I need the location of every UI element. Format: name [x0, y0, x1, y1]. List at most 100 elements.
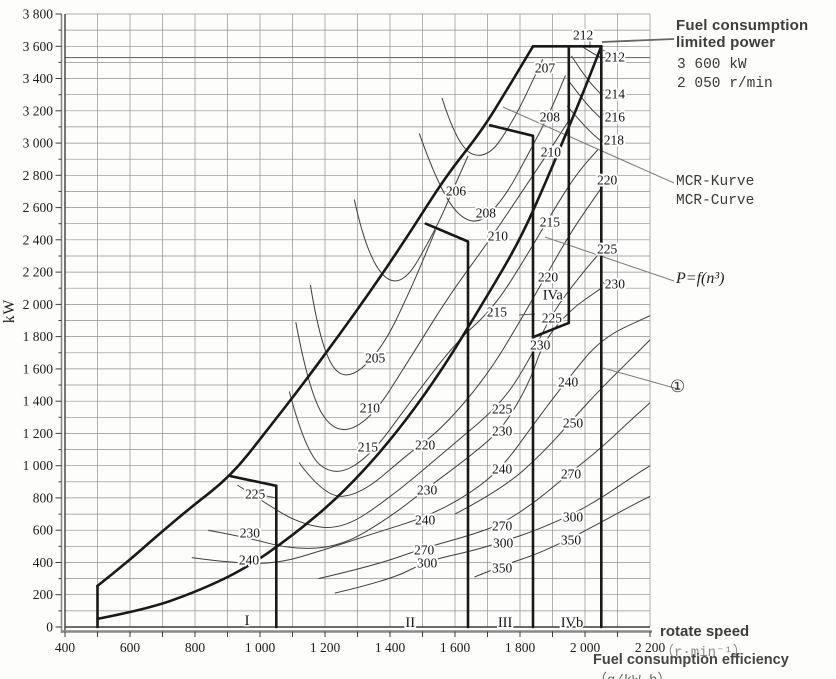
mcr-envelope-curve	[96, 45, 535, 588]
annotation-propeller-law: P=f(n³)	[676, 270, 725, 287]
zone2-boundary	[424, 222, 470, 629]
x-axis-subtitle-text: Fuel consumption efficiency	[593, 652, 789, 668]
x-tick-label: 800	[185, 640, 206, 655]
zone3-boundary	[488, 124, 535, 629]
zone-label-IVb: IVb	[561, 615, 584, 631]
y-tick-label: 1 200	[23, 426, 54, 441]
contour-label-300: 300	[563, 510, 584, 525]
contour-label-270: 270	[561, 467, 582, 482]
leader-line	[602, 246, 612, 250]
mcr-kurve-label: MCR-Kurve	[676, 174, 755, 190]
contour-label-240: 240	[415, 513, 436, 528]
x-axis-subtitle-unit: （g/kW h）	[593, 673, 671, 679]
y-tick-label: 2 800	[23, 168, 54, 183]
x-tick-label: 1 600	[440, 640, 471, 655]
contour-line-240	[191, 315, 651, 564]
leader-line	[602, 49, 613, 56]
contour-label-215: 215	[358, 440, 379, 455]
contour-line-210	[295, 120, 570, 431]
contour-label-250: 250	[563, 415, 584, 430]
contour-line-225	[237, 250, 602, 528]
contour-label-210: 210	[541, 145, 562, 160]
x-axis-subtitle: Fuel consumption efficiency （g/kW h）	[593, 652, 836, 679]
contour-line-270	[318, 402, 651, 580]
contour-labels: 2052102152062082102152202302402703002252…	[237, 26, 627, 578]
leader-line	[602, 89, 613, 94]
x-axis-title: rotate speed （r·min⁻¹）	[660, 623, 836, 661]
x-tick-label: 2 000	[570, 640, 601, 655]
x-tick-labels: 400 600 800 1 000 1 200 1 400 1 600 1 800 2 000 2…	[55, 640, 666, 655]
y-tick-label: 1 400	[23, 394, 54, 409]
contour-label-215: 215	[540, 214, 561, 229]
contour-label-225: 225	[542, 310, 563, 325]
zone1-boundary	[229, 474, 278, 629]
annotation-mcr: MCR-Kurve MCR-Curve	[676, 173, 754, 211]
y-tick-label: 3 800	[23, 7, 54, 22]
mcr-curve-label: MCR-Curve	[676, 193, 755, 209]
y-tick-labels: 0 200 400 600 800 1 000 1 200 1 400 1 600 1 800 2 …	[23, 7, 54, 635]
contour-label-218: 218	[604, 133, 625, 148]
y-axis-unit-label: kW	[1, 298, 19, 324]
leader-line	[602, 282, 614, 285]
contour-label-240: 240	[558, 375, 579, 390]
zone-label-IVa: IVa	[543, 288, 564, 304]
contour-label-207: 207	[535, 61, 556, 76]
y-tick-label: 2 200	[23, 265, 54, 280]
leader-line	[602, 367, 679, 390]
contour-line-220	[298, 187, 602, 497]
x-tick-label: 1 800	[505, 640, 536, 655]
y-tick-label: 600	[33, 523, 54, 538]
contour-label-230: 230	[240, 526, 261, 541]
annotation-fuel-limit-values: 3 600 kW 2 050 r/min	[677, 56, 773, 94]
contour-line-350	[474, 495, 651, 578]
contour-label-220: 220	[415, 438, 436, 453]
contour-label-225: 225	[245, 487, 266, 502]
leader-line	[601, 38, 675, 43]
y-tick-label: 3 200	[23, 103, 54, 118]
x-tick-label: 2 200	[635, 640, 666, 655]
contour-label-205: 205	[365, 351, 386, 366]
y-tick-label: 200	[33, 587, 54, 602]
fuel-limit-line1: Fuel consumption	[676, 17, 809, 34]
contour-label-208: 208	[476, 206, 497, 221]
fuel-limit-speed: 2 050 r/min	[677, 76, 773, 92]
leader-line	[544, 236, 675, 282]
x-tick-label: 600	[120, 640, 141, 655]
axes	[55, 13, 652, 637]
leader-line	[602, 136, 613, 140]
y-tick-label: 400	[33, 555, 54, 570]
contour-line-208	[418, 75, 566, 222]
y-tick-label: 3 400	[23, 71, 54, 86]
y-tick-label: 2 400	[23, 232, 54, 247]
contour-line-250	[454, 339, 651, 515]
zone-label-II: II	[405, 615, 415, 631]
y-tick-label: 2 000	[23, 297, 54, 312]
contour-label-220: 220	[538, 269, 559, 284]
y-tick-label: 800	[33, 490, 54, 505]
contour-line-215	[288, 149, 599, 472]
contour-label-240: 240	[492, 461, 513, 476]
annotation-fuel-limit-title: Fuel consumption limited power	[676, 17, 808, 51]
propeller-curve	[96, 45, 603, 621]
contour-label-210: 210	[488, 229, 509, 244]
y-tick-label: 3 600	[23, 39, 54, 54]
fuel-limit-line2: limited power	[676, 34, 776, 51]
contour-label-300: 300	[417, 556, 438, 571]
contour-label-220: 220	[597, 173, 618, 188]
contour-label-230: 230	[492, 424, 513, 439]
zone4a-bottom-boundary	[533, 321, 571, 338]
contour-label-350: 350	[561, 533, 582, 548]
y-tick-label: 0	[46, 620, 53, 635]
contour-label-230: 230	[605, 277, 626, 292]
y-tick-label: 2 600	[23, 200, 54, 215]
contour-line-214	[570, 55, 602, 96]
x-tick-label: 1 200	[310, 640, 341, 655]
contour-label-270: 270	[414, 543, 435, 558]
contour-label-206: 206	[446, 184, 467, 199]
fuel-limit-power: 3 600 kW	[677, 57, 747, 73]
leader-line	[602, 113, 613, 117]
leader-lines	[265, 38, 679, 499]
